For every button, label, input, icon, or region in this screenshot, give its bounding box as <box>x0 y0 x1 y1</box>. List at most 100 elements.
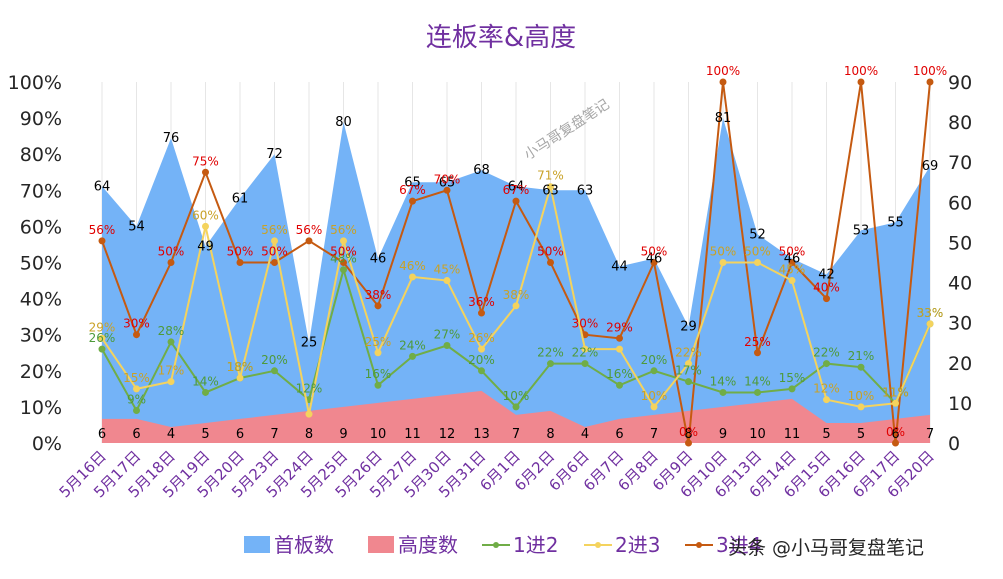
first-board-label: 72 <box>266 147 283 162</box>
series-1to2-label: 22% <box>813 346 840 360</box>
series-1to2-label: 12% <box>296 382 323 396</box>
series-1to2-point <box>719 388 727 396</box>
legend-label: 1进2 <box>513 533 558 557</box>
series-2to3-point <box>857 403 865 411</box>
series-2to3-point <box>98 334 106 342</box>
first-board-label: 49 <box>197 239 214 254</box>
first-board-label: 61 <box>232 191 249 206</box>
y-left-tick: 90% <box>20 108 62 130</box>
y-left-tick: 10% <box>20 397 62 419</box>
first-board-label: 54 <box>128 219 145 234</box>
series-1to2-point <box>823 360 830 368</box>
first-board-label: 63 <box>577 183 594 198</box>
series-2to3-label: 12% <box>813 382 840 396</box>
series-1to2-label: 11% <box>882 385 909 399</box>
series-1to2-label: 17% <box>675 364 702 378</box>
height-label: 6 <box>891 427 899 442</box>
series-1to2-point <box>202 388 209 396</box>
series-2to3-point <box>823 396 830 404</box>
height-label: 7 <box>926 427 934 442</box>
first-board-label: 55 <box>887 215 904 230</box>
height-label: 5 <box>822 427 830 442</box>
chart-title: 连板率&高度 <box>426 23 576 53</box>
series-1to2-label: 14% <box>710 374 737 388</box>
series-1to2-point <box>374 381 382 389</box>
series-2to3-point <box>305 410 313 418</box>
series-3to4-point <box>98 237 106 245</box>
series-3to4-point <box>271 259 278 266</box>
height-label: 13 <box>473 427 490 442</box>
height-label: 4 <box>581 427 589 442</box>
series-3to4-point <box>512 197 520 205</box>
legend-marker <box>696 542 702 548</box>
series-2to3-point <box>892 399 899 407</box>
series-2to3-label: 15% <box>123 371 150 385</box>
series-3to4-point <box>650 259 658 266</box>
legend-item: 高度数 <box>368 533 458 557</box>
series-3to4-point <box>133 331 140 339</box>
series-1to2-point <box>133 407 140 415</box>
series-1to2-label: 21% <box>848 349 875 363</box>
series-2to3-point <box>167 378 175 386</box>
series-2to3-point <box>616 345 623 353</box>
series-1to2-point <box>340 266 347 274</box>
series-1to2-label: 18% <box>227 360 254 374</box>
series-2to3-point <box>236 374 244 382</box>
y-left-tick: 40% <box>20 289 62 311</box>
height-area <box>102 390 930 443</box>
series-3to4-label: 50% <box>261 245 288 259</box>
first-board-label: 64 <box>508 179 525 194</box>
series-3to4-label: 50% <box>330 245 357 259</box>
series-2to3-label: 56% <box>330 223 357 237</box>
series-3to4-point <box>478 309 485 317</box>
height-label: 6 <box>615 427 623 442</box>
series-2to3-point <box>547 183 554 191</box>
y-left-tick: 60% <box>20 216 62 238</box>
first-board-label: 53 <box>853 223 870 238</box>
series-1to2-point <box>616 381 623 389</box>
height-label: 5 <box>857 427 865 442</box>
y-left-tick: 70% <box>20 180 62 202</box>
series-3to4-label: 67% <box>503 183 530 197</box>
height-label: 7 <box>512 427 520 442</box>
series-1to2-label: 20% <box>468 353 495 367</box>
legend-item: 3进4 <box>685 533 761 557</box>
y-right-tick: 90 <box>948 72 972 94</box>
first-board-area <box>102 118 930 443</box>
height-label: 8 <box>305 427 313 442</box>
first-board-label: 46 <box>370 251 387 266</box>
legend-label: 2进3 <box>615 533 660 557</box>
series-3to4-label: 50% <box>641 245 668 259</box>
first-board-label: 69 <box>922 159 939 174</box>
series-3to4-label: 0% <box>679 425 698 439</box>
series-3to4-label: 50% <box>537 245 564 259</box>
legend-item: 2进3 <box>584 533 660 557</box>
y-right-tick: 40 <box>948 273 972 295</box>
series-3to4-point <box>167 259 175 266</box>
series-1to2-point <box>685 378 692 386</box>
series-3to4-label: 100% <box>706 64 740 78</box>
height-label: 8 <box>684 427 692 442</box>
series-2to3-point <box>443 277 451 285</box>
y-left-tick: 80% <box>20 144 62 166</box>
series-2to3-label: 50% <box>744 245 771 259</box>
series-3to4-point <box>892 439 899 447</box>
series-2to3-label: 33% <box>917 306 944 320</box>
series-3to4-label: 56% <box>89 223 116 237</box>
series-2to3-label: 29% <box>89 320 116 334</box>
series-3to4-label: 40% <box>813 281 840 295</box>
series-3to4-label: 29% <box>606 320 633 334</box>
series-1to2-label: 28% <box>158 324 185 338</box>
y-left-tick: 50% <box>20 253 62 275</box>
series-1to2-label: 16% <box>606 367 633 381</box>
first-board-label: 25 <box>301 336 318 351</box>
height-label: 11 <box>404 427 421 442</box>
legend-marker <box>595 542 601 548</box>
series-3to4-point <box>719 78 727 86</box>
first-board-label: 65 <box>439 175 456 190</box>
series-3to4-point <box>788 259 796 266</box>
series-1to2-label: 22% <box>537 346 564 360</box>
height-label: 10 <box>370 427 387 442</box>
series-3to4-label: 50% <box>227 245 254 259</box>
first-board-label: 44 <box>611 260 628 275</box>
